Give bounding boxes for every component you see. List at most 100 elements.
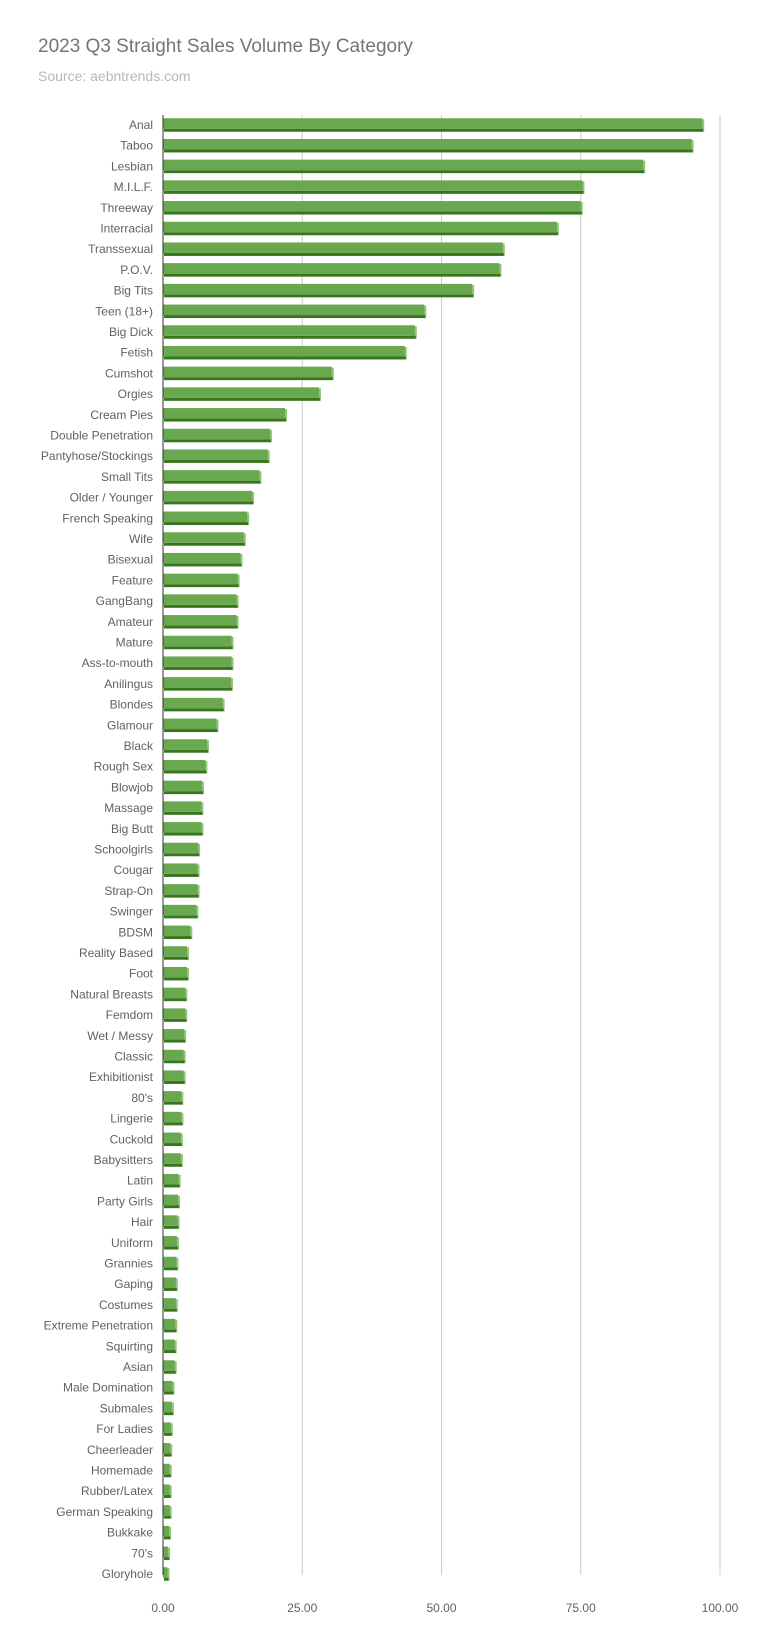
bar-face	[163, 345, 405, 357]
category-label: Bisexual	[108, 553, 153, 567]
bar-shadow	[164, 294, 474, 298]
bar-side	[177, 1174, 181, 1188]
bar-side	[168, 1485, 172, 1498]
bar-shadow	[164, 356, 406, 360]
bar-shadow	[164, 646, 233, 650]
bar	[163, 739, 210, 753]
bar-face	[163, 904, 197, 916]
bar-face	[163, 1236, 177, 1247]
bar	[163, 677, 233, 691]
category-labels: Anal Taboo Lesbian M.I.L.F. Threeway Interrac…	[41, 118, 154, 1581]
category-label: Foot	[129, 967, 154, 981]
bar-shadow	[164, 729, 218, 733]
category-label: Cuckold	[110, 1132, 153, 1146]
bar-face	[163, 532, 244, 543]
category-label: Gaping	[114, 1277, 153, 1291]
category-label: Cougar	[114, 863, 153, 877]
bar-shadow	[164, 1474, 171, 1478]
bar	[163, 1505, 172, 1519]
bar	[163, 201, 583, 215]
category-label: Glamour	[107, 718, 153, 732]
bar-shadow	[164, 687, 232, 691]
category-label: M.I.L.F.	[114, 180, 153, 194]
bar-shadow	[164, 418, 286, 422]
category-label: Massage	[104, 801, 153, 815]
bar-side	[317, 388, 321, 401]
category-label: Lingerie	[110, 1112, 153, 1126]
category-label: Submales	[100, 1401, 153, 1415]
bar-face	[163, 511, 248, 523]
bar-side	[246, 512, 250, 526]
bar-face	[163, 1318, 176, 1330]
bar-shadow	[164, 770, 207, 774]
bar-shadow	[164, 1267, 178, 1271]
bar	[163, 966, 189, 981]
bar-side	[423, 305, 427, 319]
bar-side	[690, 139, 694, 153]
bar-face	[163, 822, 202, 833]
bar-side	[266, 450, 270, 463]
bar-face	[163, 1256, 177, 1268]
bar-side	[501, 243, 505, 256]
bar-face	[163, 387, 319, 398]
bar	[163, 1132, 183, 1147]
category-label: Lesbian	[111, 159, 153, 173]
bar-side	[177, 1195, 181, 1209]
bar-face	[163, 1091, 182, 1102]
bar-side	[200, 781, 204, 795]
bar-side	[179, 1133, 183, 1147]
bar-shadow	[164, 584, 239, 588]
bar-shadow	[164, 853, 200, 857]
bar-side	[196, 885, 200, 898]
bar-face	[163, 1422, 171, 1433]
bar-shadow	[164, 315, 426, 319]
bar	[163, 408, 287, 422]
bar	[163, 138, 694, 153]
bar-side	[242, 533, 246, 546]
bar-face	[163, 987, 186, 999]
bar-face	[163, 635, 232, 647]
bar	[163, 1318, 178, 1333]
bar-shadow	[164, 563, 242, 567]
bar-shadow	[164, 1205, 180, 1209]
bar-face	[163, 759, 206, 771]
bar-face	[163, 1049, 184, 1061]
bar-face	[163, 138, 692, 150]
bar-side	[173, 1361, 177, 1374]
bar	[163, 1153, 183, 1167]
bar-face	[163, 428, 270, 440]
category-label: Rubber/Latex	[81, 1484, 153, 1498]
category-label: Latin	[127, 1174, 153, 1188]
bar	[163, 263, 502, 277]
bar-shadow	[164, 1329, 177, 1333]
bar-shadow	[164, 459, 269, 463]
bar-face	[163, 863, 198, 874]
bar-shadow	[164, 273, 501, 277]
category-label: Double Penetration	[50, 429, 153, 443]
bar-side	[169, 1423, 173, 1436]
bar-shadow	[164, 1370, 176, 1374]
category-label: Squirting	[106, 1339, 153, 1353]
category-label: Transsexual	[88, 242, 153, 256]
bar	[163, 925, 193, 940]
bar-face	[163, 966, 187, 978]
bar-side	[283, 409, 287, 422]
category-label: Cumshot	[105, 366, 154, 380]
bar-shadow	[164, 1308, 177, 1312]
bar-side	[169, 1444, 173, 1457]
bar-side	[182, 1071, 186, 1084]
category-label: Anal	[129, 118, 153, 132]
bar-shadow	[164, 1122, 183, 1126]
bar-side	[168, 1464, 172, 1478]
bar	[163, 987, 188, 1002]
bar-shadow	[164, 252, 504, 256]
bar	[163, 1360, 177, 1374]
bar-side	[180, 1112, 184, 1126]
bar-shadow	[164, 1391, 174, 1395]
bar-shadow	[164, 190, 584, 194]
chart-subtitle: Source: aebntrends.com	[38, 68, 191, 84]
bar-side	[200, 823, 204, 836]
bar-shadow	[164, 1515, 171, 1519]
